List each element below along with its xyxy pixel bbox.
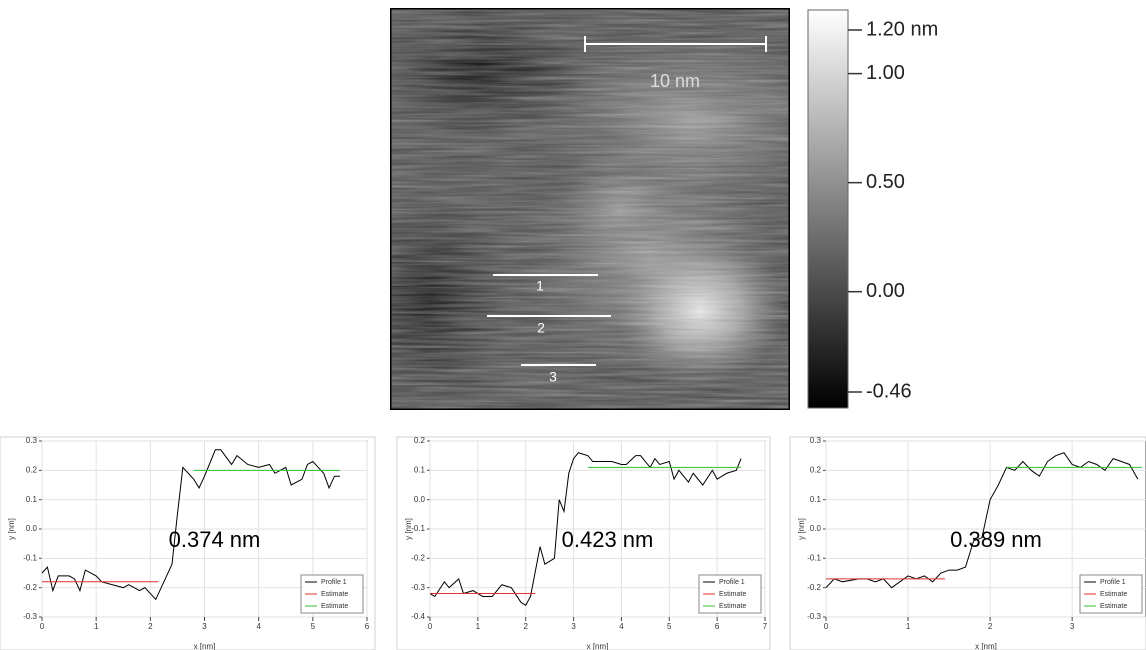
x-tick-label: 2 bbox=[988, 622, 993, 631]
y-tick-label: -0.3 bbox=[807, 612, 821, 621]
legend-label: Estimate bbox=[1100, 591, 1127, 598]
y-tick-label: -0.1 bbox=[411, 524, 425, 533]
y-tick-label: -0.3 bbox=[411, 583, 425, 592]
y-axis-label: y [nm] bbox=[797, 518, 806, 540]
y-tick-label: 0.1 bbox=[810, 495, 822, 504]
y-tick-label: 0.0 bbox=[810, 524, 822, 533]
legend-label: Estimate bbox=[719, 591, 746, 598]
legend-label: Estimate bbox=[1100, 603, 1127, 610]
y-tick-label: 0.0 bbox=[414, 495, 426, 504]
y-tick-label: -0.2 bbox=[23, 583, 37, 592]
x-tick-label: 6 bbox=[365, 622, 370, 631]
line-chart: -0.3 -0.2 -0.1 0.0 0.1 0.2 0.3 0 1 2 3 x [nm] y [nm]… bbox=[789, 436, 1146, 650]
x-tick-label: 2 bbox=[148, 622, 153, 631]
legend-label: Estimate bbox=[719, 603, 746, 610]
x-tick-label: 0 bbox=[40, 622, 45, 631]
annotation: 0.374 nm bbox=[169, 527, 261, 552]
x-tick-label: 7 bbox=[763, 622, 768, 631]
series-line bbox=[41, 449, 340, 601]
x-axis-label: x [nm] bbox=[975, 642, 997, 650]
y-tick-label: 0.1 bbox=[414, 465, 426, 474]
y-tick-label: -0.1 bbox=[23, 553, 37, 562]
legend-label: Profile 1 bbox=[321, 579, 347, 586]
x-tick-label: 4 bbox=[256, 622, 261, 631]
scale-bar-label: 10 nm bbox=[650, 71, 700, 91]
profile-label: 1 bbox=[536, 278, 544, 294]
x-tick-label: 1 bbox=[476, 622, 481, 631]
y-tick-label: 0.1 bbox=[26, 495, 38, 504]
profile-label: 2 bbox=[537, 320, 545, 336]
x-tick-label: 2 bbox=[523, 622, 528, 631]
x-tick-label: 5 bbox=[667, 622, 672, 631]
colorbar-tick-label: -0.46 bbox=[866, 380, 912, 402]
legend-label: Estimate bbox=[321, 591, 348, 598]
y-tick-label: -0.3 bbox=[23, 612, 37, 621]
annotation: 0.423 nm bbox=[562, 527, 654, 552]
x-axis-label: x [nm] bbox=[194, 642, 216, 650]
x-tick-label: 3 bbox=[202, 622, 207, 631]
colorbar-tick-label: 1.20 nm bbox=[866, 18, 938, 40]
y-tick-label: -0.4 bbox=[411, 612, 425, 621]
y-tick-label: 0.3 bbox=[26, 436, 38, 445]
x-tick-label: 4 bbox=[619, 622, 624, 631]
y-tick-label: 0.2 bbox=[414, 436, 426, 445]
colorbar-tick-label: 0.00 bbox=[866, 280, 905, 302]
line-chart: -0.4 -0.3 -0.2 -0.1 0.0 0.1 0.2 0 1 2 3 4 5 6 7 x [nm] y… bbox=[396, 436, 771, 650]
colorbar bbox=[807, 9, 849, 409]
y-axis-label: y [nm] bbox=[7, 518, 16, 540]
line-chart: -0.3 -0.2 -0.1 0.0 0.1 0.2 0.3 0 1 2 3 4 5 6 x [nm] y [… bbox=[0, 436, 376, 650]
x-tick-label: 0 bbox=[824, 622, 829, 631]
x-tick-label: 3 bbox=[1070, 622, 1075, 631]
y-tick-label: 0.3 bbox=[810, 436, 822, 445]
profile-label: 3 bbox=[549, 369, 557, 385]
y-tick-label: 0.2 bbox=[26, 465, 38, 474]
series-line bbox=[825, 452, 1139, 589]
y-axis-label: y [nm] bbox=[404, 518, 413, 540]
y-tick-label: 0.0 bbox=[26, 524, 38, 533]
y-tick-label: -0.2 bbox=[807, 583, 821, 592]
x-tick-label: 5 bbox=[311, 622, 316, 631]
colorbar-tick-label: 0.50 bbox=[866, 171, 905, 193]
x-tick-label: 1 bbox=[906, 622, 911, 631]
x-axis-label: x [nm] bbox=[587, 642, 609, 650]
x-tick-label: 1 bbox=[94, 622, 99, 631]
y-tick-label: -0.1 bbox=[807, 553, 821, 562]
legend-label: Profile 1 bbox=[719, 579, 745, 586]
x-tick-label: 0 bbox=[428, 622, 433, 631]
legend-label: Profile 1 bbox=[1100, 579, 1126, 586]
annotation: 0.389 nm bbox=[950, 527, 1042, 552]
legend-label: Estimate bbox=[321, 603, 348, 610]
x-tick-label: 6 bbox=[715, 622, 720, 631]
stm-image: 10 nm 1 2 3 bbox=[390, 8, 790, 410]
colorbar-tick-label: 1.00 bbox=[866, 62, 905, 84]
series-line bbox=[429, 452, 742, 606]
x-tick-label: 3 bbox=[571, 622, 576, 631]
y-tick-label: 0.2 bbox=[810, 465, 822, 474]
y-tick-label: -0.2 bbox=[411, 553, 425, 562]
